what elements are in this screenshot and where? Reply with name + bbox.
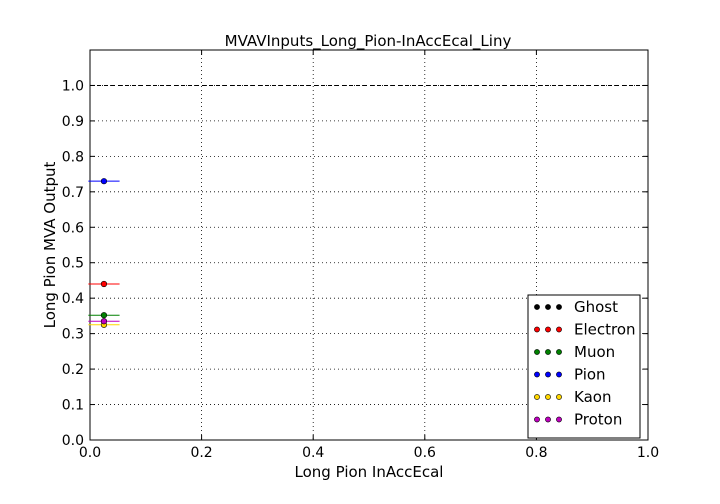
legend-label-ghost: Ghost [574, 298, 618, 316]
legend-marker-pion [534, 371, 540, 378]
y-tick-label: 0.3 [62, 327, 84, 343]
pion-point [100, 178, 108, 185]
y-axis-label: Long Pion MVA Output [41, 161, 59, 328]
y-tick-label: 0.6 [62, 220, 84, 236]
legend-marker-proton [556, 416, 562, 423]
y-tick-label: 0.9 [62, 114, 84, 130]
legend-label-proton: Proton [574, 411, 622, 429]
axis-ticks: 0.0 0.2 0.4 0.6 0.8 1.0 0.0 0.1 0.2 0.3 0.4 0.5 0.6 0… [62, 50, 659, 461]
x-tick-label: 0.2 [190, 445, 212, 461]
legend-label-muon: Muon [574, 343, 615, 361]
legend-marker-kaon [545, 394, 551, 400]
y-tick-label: 0.4 [62, 291, 84, 307]
legend-label-pion: Pion [574, 366, 606, 384]
electron-point [100, 280, 108, 288]
x-tick-label: 0.6 [414, 445, 436, 461]
y-tick-label: 0.7 [62, 185, 84, 201]
legend-marker-kaon [556, 394, 562, 400]
legend-label-kaon: Kaon [574, 388, 611, 406]
x-tick-label: 1.0 [637, 445, 659, 461]
legend-marker-electron [556, 326, 562, 333]
legend-marker-proton [545, 416, 551, 423]
legend-box [527, 294, 641, 439]
legend-marker-ghost [556, 304, 562, 310]
plot-frame [89, 49, 649, 441]
legend-marker-muon [556, 349, 562, 355]
data-marks [88, 178, 120, 328]
legend-marker-muon [545, 349, 551, 355]
legend-marker-electron [534, 326, 540, 333]
legend-marker-pion [556, 371, 562, 378]
y-tick-label: 0.2 [62, 362, 84, 378]
chart-title: MVAVInputs_Long_Pion-InAccEcal_Liny [225, 32, 512, 51]
y-tick-label: 0.0 [62, 433, 84, 449]
legend: Ghost Electron Muon Pion Kaon Proton [527, 294, 641, 439]
legend-marker-kaon [534, 394, 540, 400]
legend-marker-ghost [545, 304, 551, 310]
x-tick-label: 0.8 [525, 445, 547, 461]
y-tick-label: 0.8 [62, 149, 84, 165]
muon-point [100, 312, 108, 319]
x-tick-label: 0.4 [302, 445, 324, 461]
y-tick-label: 0.1 [62, 398, 84, 414]
y-tick-label: 1.0 [62, 78, 84, 94]
legend-marker-pion [545, 371, 551, 378]
legend-marker-ghost [534, 304, 540, 310]
legend-marker-proton [534, 416, 540, 423]
legend-marker-electron [545, 326, 551, 333]
proton-point [100, 318, 108, 325]
x-axis-label: Long Pion InAccEcal [295, 463, 444, 481]
x-tick-label: 0.0 [79, 445, 101, 461]
legend-label-electron: Electron [574, 321, 636, 339]
y-tick-label: 0.5 [62, 256, 84, 272]
legend-marker-muon [534, 349, 540, 355]
